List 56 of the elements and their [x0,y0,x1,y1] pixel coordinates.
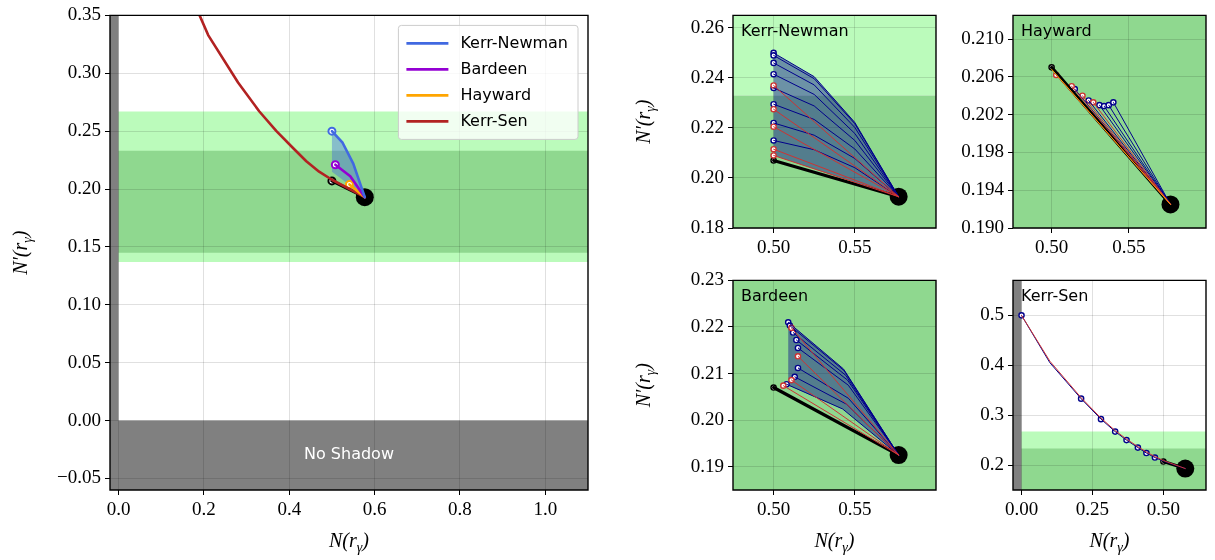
y-tick-label: 0.190 [961,215,1004,237]
chart-title: Hayward [1021,20,1092,40]
y-tick-label: 0.35 [67,3,101,25]
y-tick-label: 0.30 [67,61,101,83]
y-tick-label: 0.194 [961,178,1005,200]
y-tick-label: 0.10 [67,292,101,314]
x-tick-label: 0.55 [838,236,872,258]
y-tick-label: 0.210 [961,27,1004,49]
y-tick-label: 0.19 [690,454,724,476]
y-tick-label: 0.20 [690,165,724,187]
y-axis-title: N′(rγ) [9,230,35,276]
y-tick-label: 0.20 [690,408,724,430]
y-tick-label: 0.4 [980,353,1005,375]
y-tick-label: 0.5 [980,303,1004,325]
y-tick-label: 0.21 [690,361,724,383]
y-tick-label: 0.20 [67,177,101,199]
x-tick-label: 0.0 [106,498,131,520]
x-tick-label: 0.50 [1146,498,1181,520]
y-tick-label: 0.18 [690,215,724,237]
y-tick-label: 0.05 [67,350,101,372]
y-axis-title: N′(rγ) [632,99,658,145]
y-axis-title: N′(rγ) [632,362,658,409]
x-tick-label: 0.50 [1034,236,1069,258]
x-tick-label: 0.55 [838,498,872,520]
y-tick-label: 0.23 [690,268,724,290]
y-tick-label: 0.22 [690,314,724,336]
x-tick-label: 0.4 [277,498,302,520]
y-tick-label: −0.05 [57,466,101,488]
x-tick-label: 0.00 [1004,498,1039,520]
y-tick-label: 0.206 [961,64,1004,86]
legend-label: Hayward [460,84,532,104]
x-tick-label: 0.50 [756,498,791,520]
y-tick-label: 0.25 [67,119,101,141]
chart-title: Kerr-Newman [741,20,849,40]
y-tick-label: 0.15 [67,234,101,256]
x-tick-label: 0.8 [448,498,472,520]
y-tick-label: 0.26 [690,15,724,37]
y-tick-label: 0.3 [980,403,1004,425]
legend-label: Kerr-Sen [460,110,528,130]
y-tick-label: 0.24 [690,65,725,87]
y-tick-label: 0.22 [690,115,724,137]
legend-label: Kerr-Newman [460,32,568,52]
x-tick-label: 0.6 [362,498,387,520]
x-tick-label: 1.0 [533,498,558,520]
chart-title: Bardeen [741,285,809,305]
y-tick-label: 0.00 [67,408,101,430]
chart-title: Kerr-Sen [1021,285,1089,305]
x-tick-label: 0.55 [1112,236,1146,258]
band-label: No Shadow [304,444,394,464]
y-tick-label: 0.202 [961,102,1004,124]
y-tick-label: 0.2 [980,453,1004,475]
x-tick-label: 0.25 [1075,498,1110,520]
x-tick-label: 0.50 [756,236,791,258]
y-tick-label: 0.198 [961,140,1004,162]
x-tick-label: 0.2 [192,498,216,520]
legend-label: Bardeen [460,58,528,78]
